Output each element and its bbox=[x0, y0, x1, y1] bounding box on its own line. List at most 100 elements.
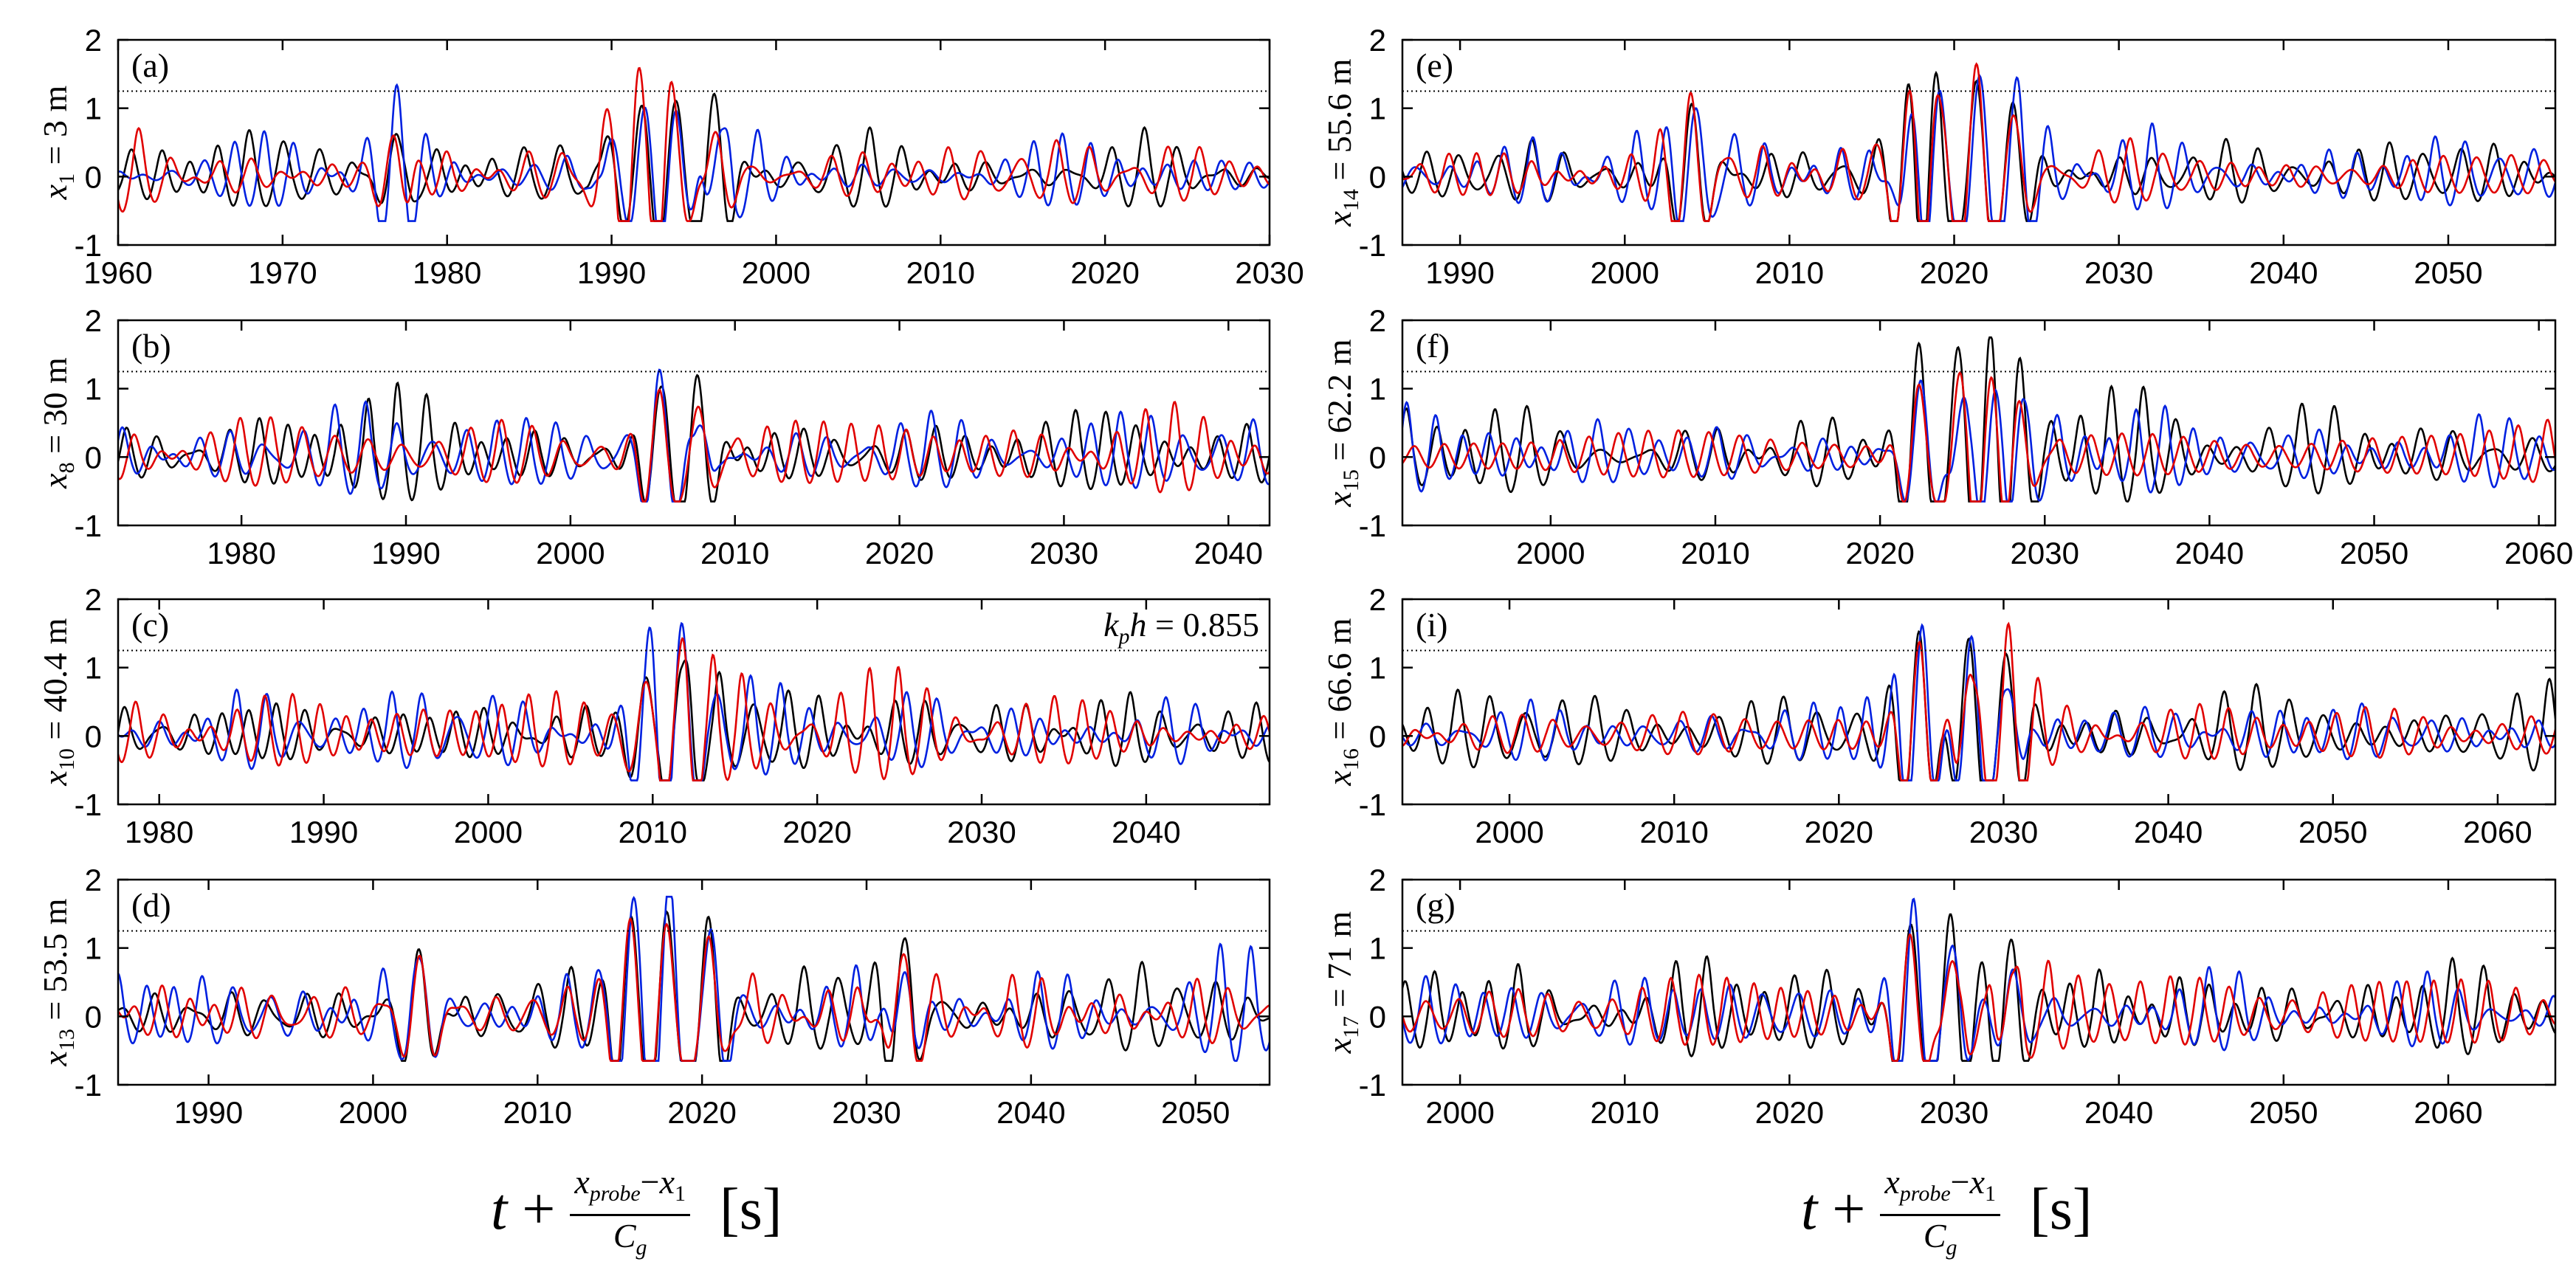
xtick-label-c: 2030 bbox=[947, 815, 1016, 849]
xtick-label-d: 1990 bbox=[174, 1095, 243, 1130]
xtick-label-i: 2030 bbox=[1969, 815, 2038, 849]
ytick-label-i: -1 bbox=[1359, 787, 1386, 822]
xtick-label-g: 2060 bbox=[2414, 1095, 2482, 1130]
ytick-label-b: -1 bbox=[75, 508, 102, 543]
xtick-label-b: 2010 bbox=[700, 536, 769, 570]
xtick-label-b: 2020 bbox=[865, 536, 934, 570]
ytick-label-e: 0 bbox=[1369, 159, 1386, 194]
series-red-b bbox=[118, 388, 1270, 503]
xtick-label-g: 2050 bbox=[2249, 1095, 2318, 1130]
ytick-label-g: -1 bbox=[1359, 1068, 1386, 1102]
xtick-label-b: 1980 bbox=[207, 536, 275, 570]
xtick-label-b: 2000 bbox=[536, 536, 605, 570]
xtick-label-d: 2040 bbox=[996, 1095, 1065, 1130]
ylabel-g: x17 = 71 m bbox=[1320, 911, 1363, 1054]
series-red-f bbox=[1402, 371, 2555, 503]
panel-c: -1 0 1 2 1980 1990 2000 2010 2020 2030 2040 (c) x10 … bbox=[36, 582, 1271, 849]
xtick-label-d: 2050 bbox=[1161, 1095, 1230, 1130]
series-black-g bbox=[1402, 913, 2555, 1062]
series-red-e bbox=[1402, 62, 2555, 222]
xtick-label-b: 1990 bbox=[371, 536, 440, 570]
axes-frame-b bbox=[117, 319, 1271, 527]
xtick-label-f: 2050 bbox=[2340, 536, 2408, 570]
panel-label-b: (b) bbox=[131, 327, 171, 365]
series-blue-b bbox=[118, 368, 1270, 503]
xtick-label-i: 2060 bbox=[2463, 815, 2532, 849]
xtick-label-g: 2020 bbox=[1755, 1095, 1824, 1130]
series-blue-g bbox=[1402, 897, 2555, 1062]
series-red-c bbox=[118, 637, 1270, 781]
xtick-label-g: 2030 bbox=[1920, 1095, 1988, 1130]
xtick-label-e: 2010 bbox=[1755, 255, 1824, 290]
ytick-label-i: 0 bbox=[1369, 719, 1386, 753]
series-red-g bbox=[1402, 933, 2555, 1062]
series-black-c bbox=[118, 658, 1270, 781]
panel-label-a: (a) bbox=[131, 46, 169, 84]
xtick-label-c: 2010 bbox=[619, 815, 687, 849]
ytick-label-g: 1 bbox=[1369, 931, 1386, 966]
ytick-label-f: -1 bbox=[1359, 508, 1386, 543]
ytick-label-e: 2 bbox=[1369, 23, 1386, 58]
xtick-label-c: 2000 bbox=[454, 815, 523, 849]
ytick-label-b: 0 bbox=[85, 440, 102, 474]
panel-d: -1 0 1 2 1990 2000 2010 2020 2030 2040 2050 (d) x13 … bbox=[36, 863, 1271, 1130]
ylabel-f: x15 = 62.2 m bbox=[1320, 339, 1363, 507]
xtick-label-a: 1980 bbox=[413, 255, 481, 290]
annotation-c: kph = 0.855 bbox=[1103, 606, 1259, 649]
x-axis-label-right: t + xprobe−x1 Cg [s] bbox=[1801, 1163, 2093, 1260]
ytick-label-g: 0 bbox=[1369, 999, 1386, 1034]
panel-label-g: (g) bbox=[1416, 886, 1456, 924]
ytick-label-c: -1 bbox=[75, 787, 102, 822]
ytick-label-i: 1 bbox=[1369, 651, 1386, 686]
panel-label-f: (f) bbox=[1416, 327, 1450, 365]
xtick-label-a: 2020 bbox=[1070, 255, 1139, 290]
axes-frame-d bbox=[117, 878, 1271, 1086]
ytick-label-g: 2 bbox=[1369, 863, 1386, 897]
xtick-label-i: 2000 bbox=[1475, 815, 1543, 849]
panel-a: -1 0 1 2 1960 1970 1980 1990 2000 2010 2020 2030 (a)… bbox=[36, 23, 1304, 290]
xtick-label-i: 2050 bbox=[2298, 815, 2367, 849]
xtick-label-e: 2050 bbox=[2414, 255, 2482, 290]
series-black-i bbox=[1402, 629, 2555, 781]
series-blue-d bbox=[118, 895, 1270, 1062]
xtick-label-e: 2030 bbox=[2084, 255, 2153, 290]
xtick-label-a: 1970 bbox=[248, 255, 317, 290]
xtick-label-e: 2020 bbox=[1920, 255, 1988, 290]
ytick-label-d: 0 bbox=[85, 999, 102, 1034]
panel-f: -1 0 1 2 2000 2010 2020 2030 2040 2050 2060 (f) x15 … bbox=[1320, 303, 2573, 570]
panel-label-d: (d) bbox=[131, 886, 171, 924]
ytick-label-b: 1 bbox=[85, 372, 102, 407]
xtick-label-i: 2020 bbox=[1805, 815, 1873, 849]
ylabel-i: x16 = 66.6 m bbox=[1320, 618, 1363, 786]
ytick-label-c: 0 bbox=[85, 719, 102, 753]
xtick-label-d: 2000 bbox=[339, 1095, 407, 1130]
ytick-label-b: 2 bbox=[85, 303, 102, 338]
ytick-label-d: 1 bbox=[85, 931, 102, 966]
xtick-label-f: 2060 bbox=[2504, 536, 2573, 570]
xtick-label-a: 1960 bbox=[83, 255, 152, 290]
ytick-label-a: 2 bbox=[85, 23, 102, 58]
ytick-label-f: 0 bbox=[1369, 440, 1386, 474]
xtick-label-f: 2000 bbox=[1516, 536, 1585, 570]
xtick-label-f: 2010 bbox=[1681, 536, 1749, 570]
series-red-i bbox=[1402, 621, 2555, 781]
xtick-label-c: 1980 bbox=[125, 815, 193, 849]
xtick-label-a: 2000 bbox=[742, 255, 810, 290]
xtick-label-f: 2020 bbox=[1845, 536, 1914, 570]
xtick-label-i: 2040 bbox=[2134, 815, 2203, 849]
ylabel-d: x13 = 53.5 m bbox=[36, 898, 79, 1066]
ytick-label-d: 2 bbox=[85, 863, 102, 897]
panel-label-c: (c) bbox=[131, 606, 169, 643]
ytick-label-c: 1 bbox=[85, 651, 102, 686]
xtick-label-e: 2040 bbox=[2249, 255, 2318, 290]
axes-frame-i bbox=[1401, 598, 2557, 806]
xtick-label-b: 2030 bbox=[1030, 536, 1098, 570]
ytick-label-e: 1 bbox=[1369, 92, 1386, 126]
axes-frame-g bbox=[1401, 878, 2557, 1086]
ylabel-a: x1 = 3 m bbox=[36, 85, 79, 200]
xtick-label-b: 2040 bbox=[1194, 536, 1263, 570]
series-black-d bbox=[118, 910, 1270, 1062]
ytick-label-a: 1 bbox=[85, 92, 102, 126]
xtick-label-a: 1990 bbox=[577, 255, 646, 290]
ytick-label-i: 2 bbox=[1369, 582, 1386, 617]
